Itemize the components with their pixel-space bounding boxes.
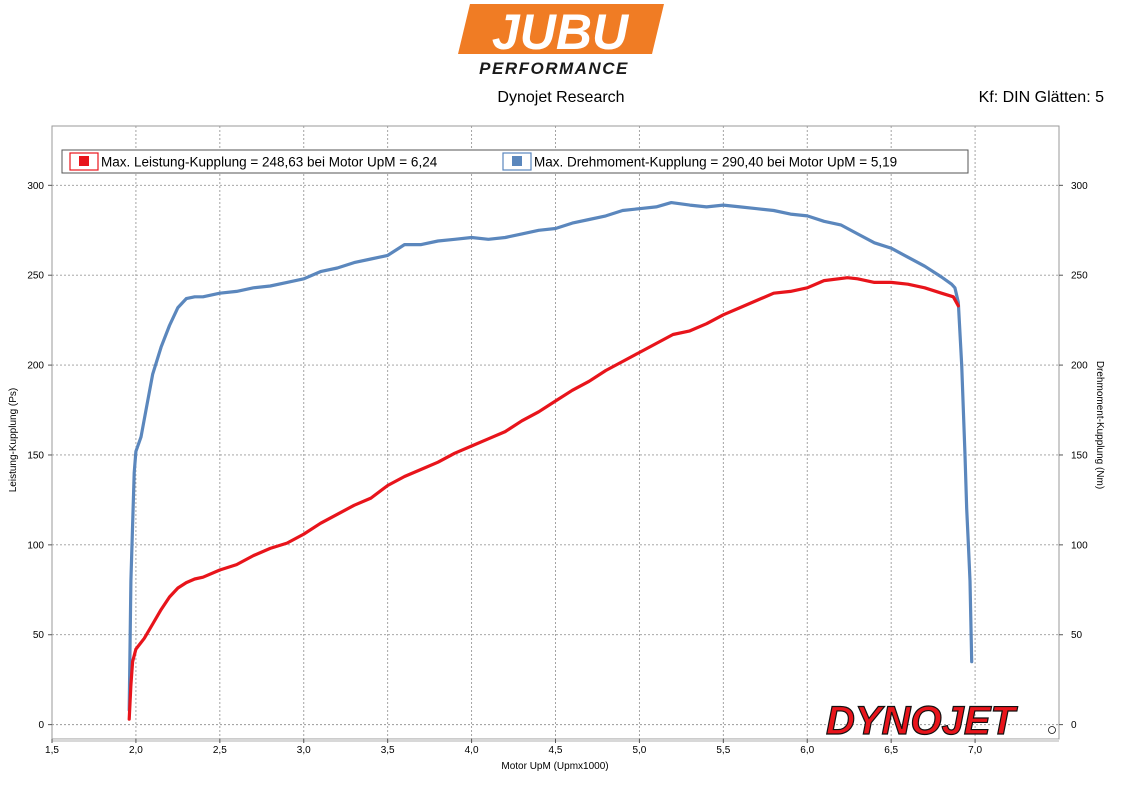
logo-sub-text: PERFORMANCE bbox=[479, 59, 629, 78]
y-left-tick-label: 200 bbox=[27, 361, 44, 372]
x-tick-label: 3,0 bbox=[297, 745, 311, 756]
x-tick-label: 2,5 bbox=[213, 745, 227, 756]
plot-frame bbox=[51, 125, 1060, 742]
x-tick-label: 5,0 bbox=[632, 745, 646, 756]
jubu-logo: JUBU PERFORMANCE bbox=[458, 4, 664, 78]
y-axis-right: 0 50 100 150 200 250 300 bbox=[1059, 181, 1088, 731]
y-right-tick-label: 0 bbox=[1071, 720, 1077, 731]
x-tick-label: 6,5 bbox=[884, 745, 898, 756]
y-axis-left-title: Leistung-Kupplung (Ps) bbox=[8, 388, 19, 493]
series-lines bbox=[127, 201, 974, 721]
y-left-tick-label: 300 bbox=[27, 181, 44, 192]
dynojet-logo-text: DYNOJET bbox=[826, 699, 1018, 743]
x-axis-title: Motor UpM (Upmx1000) bbox=[501, 761, 608, 772]
y-right-tick-label: 250 bbox=[1071, 271, 1088, 282]
y-right-tick-label: 100 bbox=[1071, 540, 1088, 551]
y-left-tick-label: 250 bbox=[27, 271, 44, 282]
y-left-tick-label: 100 bbox=[27, 540, 44, 551]
x-tick-label: 6,0 bbox=[800, 745, 814, 756]
y-left-tick-label: 50 bbox=[33, 630, 45, 641]
x-tick-label: 3,5 bbox=[381, 745, 395, 756]
torque-series-line bbox=[127, 201, 974, 712]
y-right-tick-label: 200 bbox=[1071, 361, 1088, 372]
x-axis: 1,5 2,0 2,5 3,0 3,5 4,0 4,5 5,0 5,5 6,0 6,5 7,0 bbox=[45, 739, 982, 756]
logo-badge bbox=[458, 4, 664, 54]
y-axis-right-title: Drehmoment-Kupplung (Nm) bbox=[1094, 361, 1105, 489]
plot-background bbox=[51, 125, 1060, 740]
y-left-tick-label: 0 bbox=[38, 720, 44, 731]
settings-label: Kf: DIN Glätten: 5 bbox=[979, 89, 1104, 106]
chart-subtitle: Dynojet Research bbox=[497, 89, 624, 106]
legend-torque-swatch bbox=[512, 156, 522, 166]
x-tick-label: 7,0 bbox=[968, 745, 982, 756]
x-tick-label: 4,0 bbox=[465, 745, 479, 756]
x-tick-label: 5,5 bbox=[716, 745, 730, 756]
legend-torque-label: Max. Drehmoment-Kupplung = 290,40 bei Mo… bbox=[534, 155, 897, 170]
legend-power-label: Max. Leistung-Kupplung = 248,63 bei Moto… bbox=[101, 155, 438, 170]
registered-mark-icon bbox=[1048, 726, 1056, 734]
x-tick-label: 2,0 bbox=[129, 745, 143, 756]
logo-main-text: JUBU bbox=[492, 4, 630, 60]
y-left-tick-label: 150 bbox=[27, 450, 44, 461]
legend-power-swatch bbox=[79, 156, 89, 166]
y-axis-left: 0 50 100 150 200 250 300 bbox=[27, 181, 52, 731]
power-series-line bbox=[127, 276, 960, 721]
y-right-tick-label: 150 bbox=[1071, 450, 1088, 461]
y-right-tick-label: 300 bbox=[1071, 181, 1088, 192]
x-tick-label: 1,5 bbox=[45, 745, 59, 756]
legend: Max. Leistung-Kupplung = 248,63 bei Moto… bbox=[61, 149, 969, 174]
dynojet-watermark: DYNOJET bbox=[825, 698, 1056, 744]
y-right-tick-label: 50 bbox=[1071, 630, 1083, 641]
x-tick-label: 4,5 bbox=[549, 745, 563, 756]
